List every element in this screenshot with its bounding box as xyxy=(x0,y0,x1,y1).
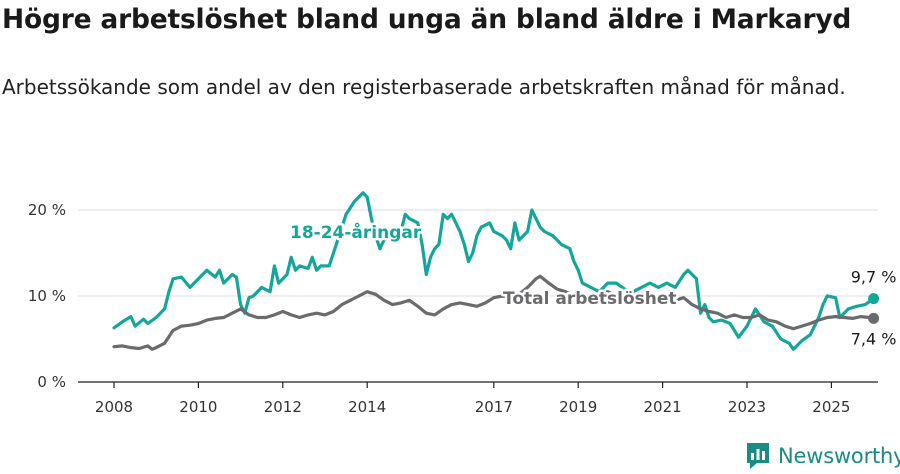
end-value-label-youth: 9,7 % xyxy=(851,268,897,287)
series-end-point xyxy=(868,293,880,305)
x-tick-label: 2023 xyxy=(728,398,766,416)
x-tick-label: 2014 xyxy=(348,398,386,416)
y-tick-label: 20 % xyxy=(28,201,66,219)
label-layer: 18-24-åringar Total arbetslöshet 9,7 % 7,4 … xyxy=(288,219,899,351)
x-tick-label: 2008 xyxy=(95,398,133,416)
x-tick-label: 2010 xyxy=(179,398,217,416)
newsworthy-logo-icon xyxy=(747,443,769,469)
brand-logo: Newsworthy xyxy=(745,440,900,472)
x-tick-label: 2025 xyxy=(812,398,850,416)
series-label-total: Total arbetslöshet xyxy=(503,289,677,309)
series-line-total xyxy=(112,274,876,351)
series-line-youth xyxy=(112,191,876,351)
y-tick-label: 0 % xyxy=(37,373,66,391)
brand-name: Newsworthy xyxy=(778,444,900,468)
series-label-youth: 18-24-åringar xyxy=(290,221,422,243)
chart-title: Högre arbetslöshet bland unga än bland ä… xyxy=(2,4,852,35)
series-end-point xyxy=(868,312,880,324)
x-tick-label: 2019 xyxy=(559,398,597,416)
series-layer xyxy=(112,191,880,351)
x-tick-label: 2017 xyxy=(475,398,513,416)
y-tick-label: 10 % xyxy=(28,287,66,305)
x-tick-label: 2021 xyxy=(644,398,682,416)
grid-layer xyxy=(78,209,878,297)
end-value-label-total: 7,4 % xyxy=(851,329,897,348)
x-tick-label: 2012 xyxy=(264,398,302,416)
chart-subtitle: Arbetssökande som andel av den registerb… xyxy=(2,75,846,99)
axis-layer: 0 % 10 % 20 % 2008 2010 2012 2014 2017 2019 2021 2… xyxy=(28,201,878,416)
